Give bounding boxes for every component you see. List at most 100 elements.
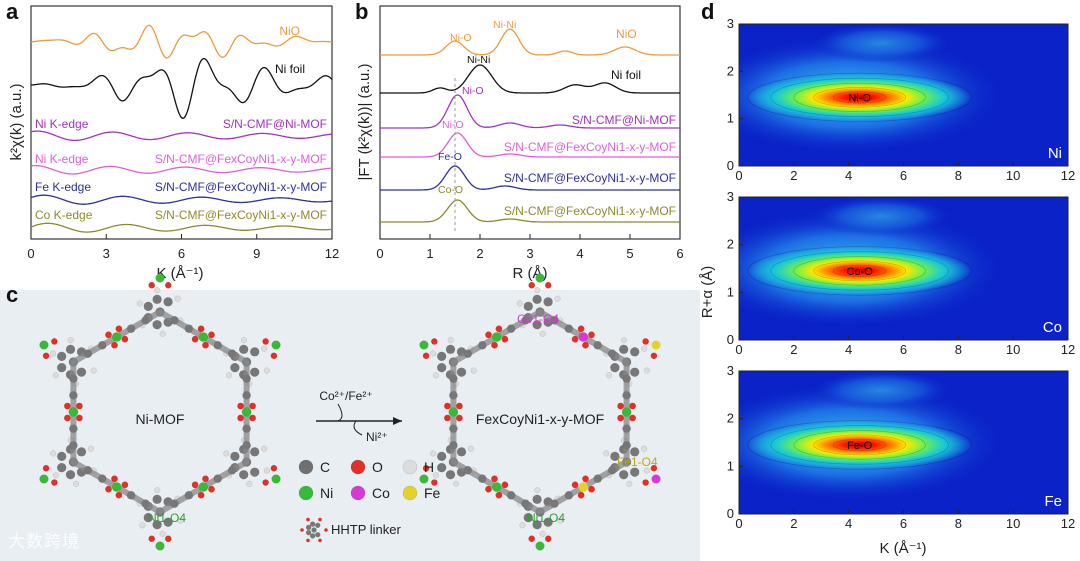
- map-xtick-label: 6: [900, 168, 907, 183]
- map-ytick-label: 2: [727, 411, 734, 426]
- nickel-atom: [241, 407, 252, 417]
- map-glow-upper: [809, 24, 954, 63]
- map-xtick-label: 10: [1006, 342, 1020, 357]
- carbon-atom: [550, 499, 559, 508]
- nickel-atom: [271, 340, 281, 350]
- b-peak-foil-nini: Ni-Ni: [467, 54, 490, 66]
- b-xtick-label: 6: [676, 246, 683, 261]
- carbon-atom: [69, 374, 78, 383]
- carbon-atom: [437, 351, 447, 361]
- carbon-atom: [163, 517, 173, 527]
- oxygen-atom: [76, 402, 83, 410]
- hydrogen-atom: [641, 445, 648, 452]
- carbon-atom: [230, 451, 240, 461]
- b-peak-nio-nio: Ni-O: [450, 32, 472, 44]
- map-element-label: Co: [1043, 319, 1062, 336]
- map-contour: [770, 251, 949, 291]
- panel-b-x-ticks: 0 1 2 3 4 5 6: [376, 234, 684, 261]
- hydrogen-atom: [534, 487, 541, 494]
- map-contour: [747, 72, 972, 122]
- carbon-atom: [630, 467, 640, 477]
- carbon-atom: [69, 441, 78, 450]
- oxygen-atom: [105, 331, 112, 339]
- a-trace-feconi-co: [30, 222, 333, 233]
- oxygen-atom: [444, 402, 451, 410]
- map-ytick-label: 1: [727, 284, 734, 299]
- carbon-atom: [437, 363, 447, 373]
- map-xtick-label: 2: [790, 516, 797, 531]
- carbon-atom: [619, 470, 629, 480]
- hhtp-carbon: [315, 532, 321, 538]
- carbon-atom: [456, 367, 467, 377]
- oxygen-atom: [571, 481, 579, 489]
- b-peak-nimof-nio: Ni-O: [462, 85, 484, 97]
- hydrogen-atom: [159, 530, 166, 537]
- feconi-mof-structure: [419, 273, 661, 551]
- oxygen-atom: [197, 491, 205, 499]
- hydrogen-atom: [539, 330, 546, 337]
- legend-label-o: O: [372, 459, 383, 475]
- carbon-atom: [250, 347, 260, 357]
- hydrogen-atom: [519, 522, 526, 529]
- iron-atom: [651, 340, 661, 350]
- oxygen-atom: [148, 282, 155, 289]
- cobalt-atom: [651, 474, 661, 484]
- oxygen-atom: [588, 331, 595, 339]
- b-xtick-label: 1: [426, 246, 433, 261]
- hhtp-oxygen: [318, 538, 322, 543]
- nickel-atom: [39, 474, 49, 484]
- b-trace-feconi-ni: [380, 132, 680, 158]
- oxygen-atom: [165, 535, 172, 542]
- hydrogen-atom: [154, 287, 161, 294]
- oxygen-atom: [571, 335, 579, 343]
- oxygen-atom: [51, 479, 58, 486]
- carbon-atom: [532, 320, 542, 330]
- oxygen-atom: [111, 341, 118, 349]
- reaction-arrowhead: [393, 417, 402, 425]
- b-label-feconi-ni: S/N-CMF@FexCoyNi1-x-y-MOF: [504, 140, 676, 154]
- arrow-curl-in: [337, 403, 343, 422]
- hydrogen-atom: [240, 337, 247, 344]
- map-ytick-label: 0: [727, 158, 734, 173]
- oxygen-atom: [422, 352, 430, 359]
- map-contour: [770, 425, 949, 465]
- map-xtick-label: 6: [900, 342, 907, 357]
- oxygen-atom: [444, 414, 451, 422]
- carbon-atom: [141, 316, 150, 325]
- map-xtick-label: 0: [735, 342, 742, 357]
- carbon-atom: [543, 297, 553, 307]
- map-element-label: Ni: [1048, 145, 1062, 162]
- hhtp-cluster: [430, 437, 477, 487]
- hydrogen-atom: [263, 367, 270, 374]
- carbon-atom: [445, 344, 456, 354]
- hydrogen-atom: [626, 480, 633, 487]
- hydrogen-atom: [223, 450, 230, 457]
- legend-label-ni: Ni: [320, 485, 333, 501]
- hydrogen-atom: [432, 472, 439, 479]
- nickel-atom: [155, 541, 165, 551]
- panel-b-letter: b: [355, 0, 368, 24]
- oxygen-atom: [495, 491, 503, 499]
- a-label-ni-foil: Ni foil: [275, 62, 305, 76]
- carbon-atom: [445, 470, 456, 480]
- oxygen-atom: [582, 341, 589, 349]
- a-trace-ni-foil: [30, 57, 333, 119]
- oxygen-atom: [197, 325, 205, 333]
- carbon-atom: [543, 517, 553, 527]
- carbon-atom: [141, 499, 150, 508]
- hydrogen-atom: [90, 367, 97, 374]
- hydrogen-atom: [516, 300, 523, 307]
- carbon-atom: [607, 466, 617, 475]
- map-xtick-label: 4: [845, 168, 852, 183]
- oxygen-atom: [191, 335, 199, 343]
- legend-swatch-h: [402, 459, 418, 475]
- b-trace-feconi-co: [380, 199, 680, 223]
- hhtp-carbon: [310, 533, 316, 539]
- oxygen-atom: [577, 491, 585, 499]
- oxygen-atom: [485, 485, 492, 493]
- hydrogen-atom: [467, 445, 474, 452]
- hydrogen-atom: [246, 480, 253, 487]
- b-peak-nio-nini: Ni-Ni: [493, 19, 516, 31]
